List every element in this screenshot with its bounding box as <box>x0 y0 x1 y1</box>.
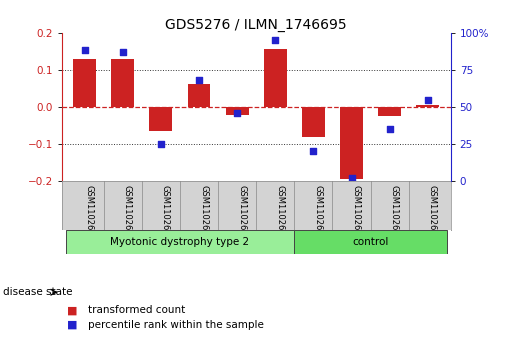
Text: control: control <box>352 237 389 247</box>
Point <box>310 148 318 154</box>
Point <box>386 126 394 132</box>
Text: GSM1102620: GSM1102620 <box>314 185 322 241</box>
Point <box>80 48 89 53</box>
Text: percentile rank within the sample: percentile rank within the sample <box>88 320 264 330</box>
Text: transformed count: transformed count <box>88 305 185 315</box>
Point <box>195 77 203 83</box>
Text: GSM1102619: GSM1102619 <box>276 185 284 241</box>
Bar <box>378 107 401 116</box>
Title: GDS5276 / ILMN_1746695: GDS5276 / ILMN_1746695 <box>165 18 347 32</box>
Bar <box>302 107 325 137</box>
Bar <box>416 105 439 107</box>
Text: GSM1102616: GSM1102616 <box>161 185 170 241</box>
Text: ■: ■ <box>67 320 77 330</box>
Bar <box>264 49 287 107</box>
Point <box>233 110 241 116</box>
Text: GSM1102615: GSM1102615 <box>123 185 132 241</box>
Bar <box>111 59 134 107</box>
Text: GSM1102622: GSM1102622 <box>390 185 399 241</box>
Point <box>271 37 280 43</box>
Point <box>424 97 432 102</box>
Point <box>348 175 356 181</box>
Bar <box>226 107 249 115</box>
Point <box>118 49 127 55</box>
Text: Myotonic dystrophy type 2: Myotonic dystrophy type 2 <box>110 237 250 247</box>
Text: disease state: disease state <box>3 287 72 297</box>
Bar <box>295 230 447 254</box>
Text: GSM1102617: GSM1102617 <box>199 185 208 241</box>
Text: GSM1102618: GSM1102618 <box>237 185 246 241</box>
Bar <box>187 84 211 107</box>
Bar <box>149 107 173 131</box>
Point <box>157 141 165 147</box>
Text: GSM1102614: GSM1102614 <box>84 185 94 241</box>
Bar <box>65 230 295 254</box>
Bar <box>73 59 96 107</box>
Text: GSM1102621: GSM1102621 <box>352 185 360 241</box>
Bar <box>340 107 363 179</box>
Text: GSM1102623: GSM1102623 <box>428 185 437 241</box>
Text: ■: ■ <box>67 305 77 315</box>
